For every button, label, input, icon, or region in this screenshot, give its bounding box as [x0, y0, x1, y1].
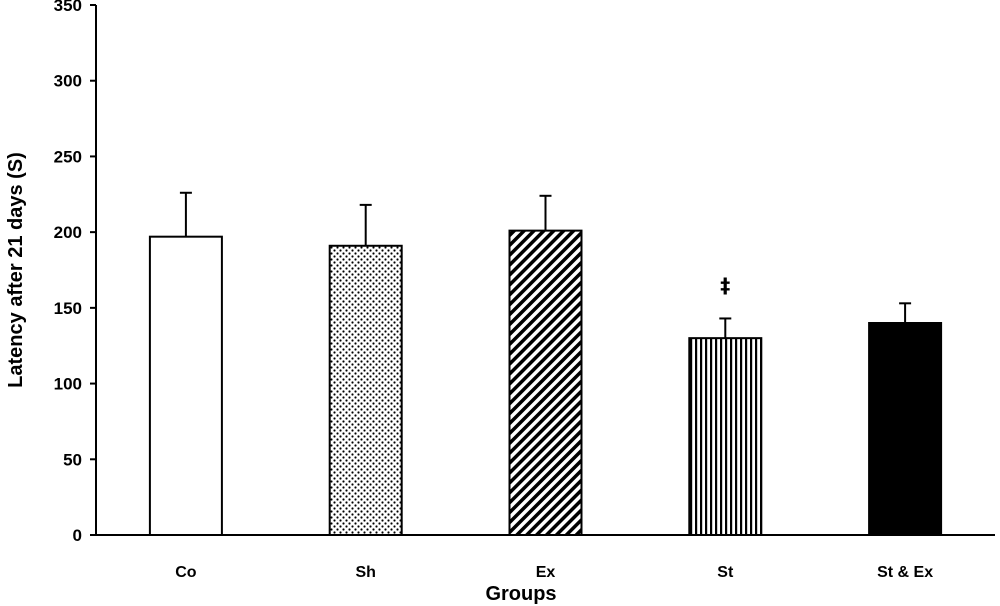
- bar-co: [148, 235, 223, 537]
- y-tick-label: 150: [54, 299, 82, 318]
- y-tick-label: 50: [63, 450, 82, 469]
- y-tick-label: 0: [73, 526, 82, 545]
- x-tick-label: Co: [175, 564, 197, 581]
- x-tick-label: St: [717, 564, 734, 581]
- bars: [148, 229, 943, 537]
- y-tick-label: 350: [54, 0, 82, 15]
- x-tick-label: Sh: [355, 564, 375, 581]
- x-tick-label: Ex: [536, 564, 556, 581]
- bar-sh: [328, 244, 403, 536]
- y-axis-title: Latency after 21 days (S): [5, 152, 27, 388]
- y-axis: 0 50 100 150 200 250 300 350: [54, 0, 97, 545]
- bar-ex: [508, 229, 583, 536]
- bar-st: [688, 337, 763, 536]
- y-tick-label: 100: [54, 375, 82, 394]
- error-bars: [179, 191, 912, 339]
- x-axis-title: Groups: [485, 583, 556, 605]
- significance-marker: ‡: [720, 273, 730, 297]
- bar-st-ex: [868, 322, 943, 536]
- y-tick-label: 300: [54, 72, 82, 91]
- x-tick-label: St & Ex: [877, 564, 933, 581]
- y-tick-label: 200: [54, 223, 82, 242]
- category-labels: Co Sh Ex St St & Ex ‡: [175, 273, 933, 581]
- y-tick-label: 250: [54, 147, 82, 166]
